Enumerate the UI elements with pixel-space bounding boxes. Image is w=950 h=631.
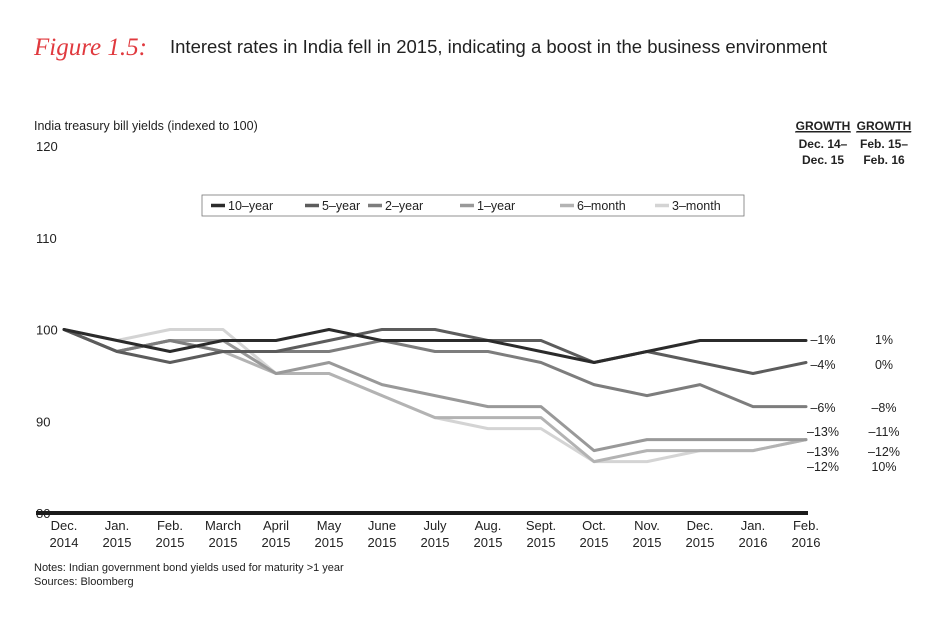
growth-feb-label: 10%	[871, 460, 896, 474]
series-lines	[62, 328, 808, 464]
growth-dec-label: –12%	[807, 460, 839, 474]
x-tick-label-month: Nov.	[634, 518, 660, 533]
x-tick-label-month: May	[317, 518, 342, 533]
figure-label: Figure 1.5:	[33, 34, 147, 61]
x-tick-label-year: 2015	[368, 535, 397, 550]
growth-dec-label: –13%	[807, 445, 839, 459]
x-tick-label-month: Aug.	[475, 518, 502, 533]
growth-header-period-start: Dec. 14–	[799, 137, 848, 151]
growth-dec-label: –6%	[810, 401, 835, 415]
legend: 10–year 5–year 2–year 1–year 6–month 3–month	[201, 194, 745, 217]
y-tick-label: 110	[36, 231, 57, 246]
growth-feb-label: –8%	[871, 401, 896, 415]
x-tick-label-year: 2015	[527, 535, 556, 550]
legend-label: 2–year	[385, 199, 423, 213]
y-tick-labels: 8090100110120	[36, 139, 58, 521]
x-tick-label-year: 2015	[633, 535, 662, 550]
series-line-1-year	[62, 328, 808, 453]
growth-dec-label: –13%	[807, 425, 839, 439]
growth-value-labels: –1% 1%–4% 0%–6% –8%–13% –11%–13% –12%–12% 10%	[807, 333, 900, 474]
growth-header-period-start: Feb. 15–	[860, 137, 908, 151]
x-tick-label-year: 2015	[103, 535, 132, 550]
x-tick-label-month: April	[263, 518, 289, 533]
x-tick-label-month: Jan.	[741, 518, 766, 533]
growth-headers: GROWTH Dec. 14– Dec. 15 GROWTH Feb. 15– Feb. …	[795, 119, 911, 167]
x-tick-label-year: 2015	[474, 535, 503, 550]
x-tick-label-month: Jan.	[105, 518, 130, 533]
series-line-10-year	[62, 328, 808, 364]
growth-header-title: GROWTH	[796, 119, 851, 133]
growth-feb-label: –11%	[868, 425, 899, 439]
growth-feb-label: 0%	[875, 358, 893, 372]
notes-text: Notes: Indian government bond yields use…	[34, 562, 344, 574]
y-tick-label: 120	[36, 139, 58, 154]
growth-header-period-end: Dec. 15	[802, 153, 844, 167]
series-line-2-year	[62, 328, 808, 409]
x-tick-label-year: 2016	[739, 535, 768, 550]
x-tick-label-year: 2015	[421, 535, 450, 550]
x-tick-label-month: Feb.	[157, 518, 183, 533]
sources-text: Sources: Bloomberg	[34, 576, 134, 588]
x-tick-label-month: Dec.	[687, 518, 714, 533]
legend-label: 5–year	[322, 199, 360, 213]
x-tick-label-year: 2015	[209, 535, 238, 550]
chart-title: Interest rates in India fell in 2015, in…	[170, 36, 827, 57]
growth-feb-label: –12%	[868, 445, 900, 459]
growth-header-period-end: Feb. 16	[863, 153, 905, 167]
x-tick-label-year: 2015	[686, 535, 715, 550]
y-tick-label: 100	[36, 323, 58, 338]
y-tick-label: 90	[36, 414, 50, 429]
y-axis-label: India treasury bill yields (indexed to 1…	[34, 119, 258, 133]
x-tick-label-month: Sept.	[526, 518, 556, 533]
legend-label: 1–year	[477, 199, 515, 213]
x-tick-label-year: 2015	[580, 535, 609, 550]
growth-dec-label: –1%	[810, 333, 835, 347]
x-tick-label-month: June	[368, 518, 396, 533]
legend-label: 6–month	[577, 199, 626, 213]
x-tick-label-year: 2015	[156, 535, 185, 550]
series-line-5-year	[62, 328, 808, 375]
growth-dec-label: –4%	[810, 358, 835, 372]
growth-header-title: GROWTH	[857, 119, 912, 133]
x-tick-label-month: Oct.	[582, 518, 606, 533]
x-tick-label-month: July	[423, 518, 447, 533]
x-tick-label-month: March	[205, 518, 241, 533]
x-tick-label-year: 2015	[262, 535, 291, 550]
x-tick-label-month: Dec.	[51, 518, 78, 533]
x-tick-label-year: 2016	[792, 535, 821, 550]
x-tick-label-month: Feb.	[793, 518, 819, 533]
x-tick-label-year: 2015	[315, 535, 344, 550]
legend-label: 3–month	[672, 199, 721, 213]
growth-feb-label: 1%	[875, 333, 893, 347]
x-tick-labels: Dec. 2014 Jan. 2015 Feb. 2015 March 2015 April 20…	[50, 518, 821, 550]
x-tick-label-year: 2014	[50, 535, 79, 550]
legend-label: 10–year	[228, 199, 273, 213]
